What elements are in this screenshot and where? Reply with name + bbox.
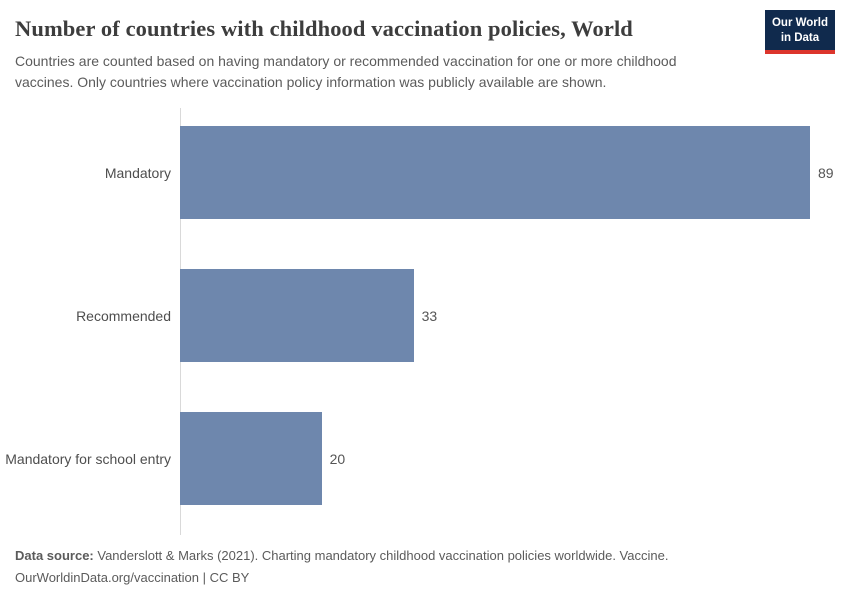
title-block: Number of countries with childhood vacci… xyxy=(15,12,680,92)
footer: Data source: Vanderslott & Marks (2021).… xyxy=(15,545,835,589)
bar-area: 89 xyxy=(180,126,835,220)
bar-value-label: 89 xyxy=(818,164,834,181)
bar-rows: Mandatory 89 Recommended 33 Mandatory fo… xyxy=(5,126,835,506)
bar-area: 33 xyxy=(180,269,835,363)
category-label: Mandatory xyxy=(104,164,171,181)
bar-rect xyxy=(180,269,414,363)
data-source-text: Vanderslott & Marks (2021). Charting man… xyxy=(97,548,669,563)
owid-logo-line2: in Data xyxy=(780,31,820,44)
license-line: OurWorldinData.org/vaccination | CC BY xyxy=(15,570,250,586)
category-label: Recommended xyxy=(76,307,171,324)
bar-row: Mandatory 89 xyxy=(15,126,835,220)
chart-subtitle: Countries are counted based on having ma… xyxy=(15,53,677,90)
bar-area: 20 xyxy=(180,412,835,506)
header: Number of countries with childhood vacci… xyxy=(15,10,835,92)
bar-value-label: 20 xyxy=(329,450,346,467)
bar-row: Recommended 33 xyxy=(15,269,835,363)
data-source-label: Data source: xyxy=(15,548,94,563)
bar-value-label: 33 xyxy=(421,307,438,324)
data-source-line: Data source: Vanderslott & Marks (2021).… xyxy=(15,545,835,567)
bar-rect xyxy=(180,412,322,506)
chart-title: Number of countries with childhood vacci… xyxy=(15,16,633,41)
bar-chart: Mandatory 89 Recommended 33 Mandatory fo… xyxy=(5,108,835,536)
owid-logo: Our World in Data xyxy=(764,10,835,54)
bar-row: Mandatory for school entry 20 xyxy=(5,412,835,506)
category-label: Mandatory for school entry xyxy=(5,450,171,467)
bar-rect xyxy=(180,126,810,220)
owid-logo-line1: Our World xyxy=(771,17,828,29)
